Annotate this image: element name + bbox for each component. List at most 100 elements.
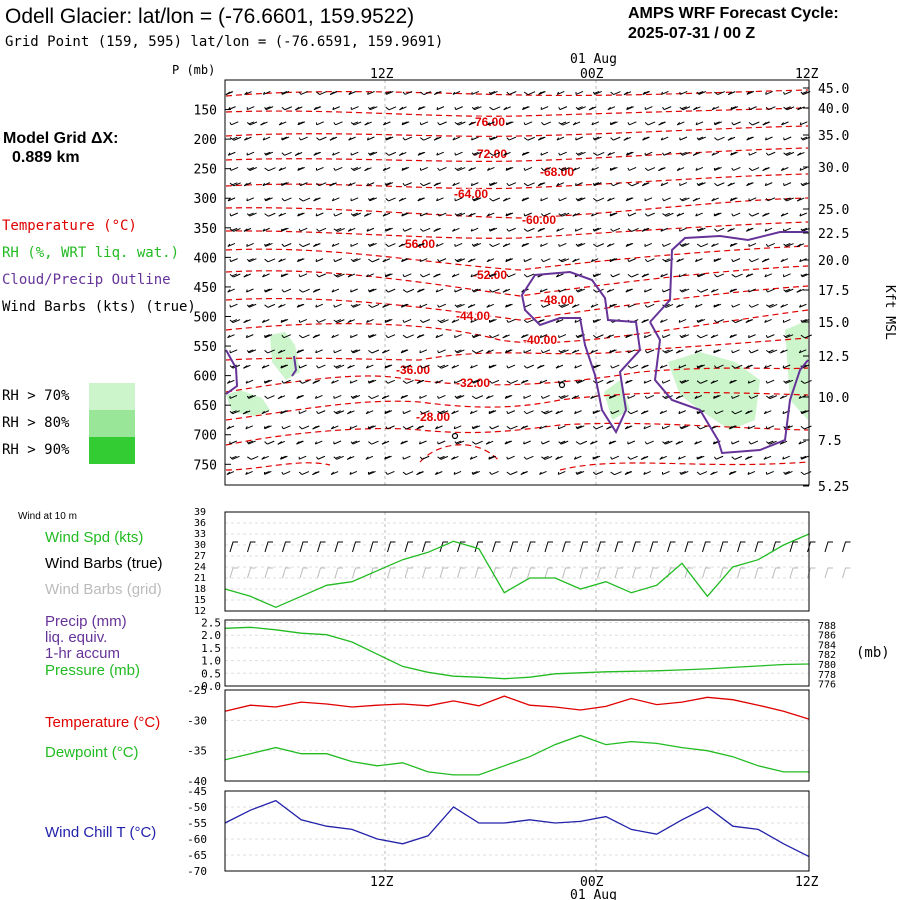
wind-barb-flag [698, 91, 704, 94]
wind-barb-staff [437, 167, 440, 171]
wind-barb [367, 242, 377, 247]
wind-barb-flag [506, 121, 514, 126]
wind-barb-flag [283, 243, 292, 247]
wind-barb-staff [247, 456, 252, 460]
height-tick-label: 17.5 [818, 284, 849, 299]
surface-wind-barb-grid [299, 567, 308, 579]
wind-barb [382, 303, 390, 308]
wind-barb [245, 288, 254, 293]
wind-barb-flag [785, 379, 794, 384]
wind-barb-flag [560, 395, 566, 398]
wind-barb-flag [593, 364, 599, 368]
wind-barb [696, 243, 709, 248]
wind-barb [246, 258, 257, 263]
wind-barb-staff [783, 334, 787, 339]
wind-barb-flag [735, 364, 743, 369]
wind-barb [348, 136, 356, 141]
wind-barb-staff [679, 426, 682, 430]
wind-barb-flag [335, 227, 342, 231]
wind-barb-staff [523, 319, 528, 323]
wind-barb-flag [540, 242, 548, 247]
wind-barb [558, 258, 570, 263]
wind-barb-flag [398, 197, 407, 202]
wind-barb [226, 425, 235, 430]
precip-axis: 0.00.51.01.52.02.5 [201, 617, 221, 693]
wind-barb-flag [439, 166, 447, 171]
wind-barb-flag [406, 288, 415, 293]
grid-point-label: Grid Point (159, 595) lat/lon = (-76.659… [5, 34, 443, 50]
wind-barb-flag [277, 349, 286, 354]
wind-barb [797, 106, 805, 111]
wind-barb [347, 410, 355, 415]
wind-barb-flag [419, 440, 427, 445]
wind-barb [298, 455, 307, 460]
surface-wind-barbs [229, 541, 851, 579]
wind-barb [506, 182, 517, 187]
wind-barb [659, 455, 667, 460]
wind-barb [261, 455, 269, 460]
temperature-contour [225, 444, 809, 471]
wind-barb [575, 379, 585, 384]
wind-barb [416, 334, 425, 339]
wind-barb-flag [697, 364, 703, 368]
wind-barb-flag [280, 455, 287, 459]
temperature-contour [225, 89, 809, 97]
wind-barb [627, 258, 636, 263]
wind-barb-flag [610, 212, 616, 216]
surface-wind-barb-true [474, 541, 483, 553]
wind-barb [486, 303, 494, 308]
wind-barb [798, 349, 807, 354]
wind-barb [419, 455, 430, 460]
wind-barb [557, 470, 566, 475]
wind-barb-flag [404, 136, 413, 141]
wind-barb-flag [700, 243, 709, 248]
wind-barb-flag [717, 91, 725, 96]
wind-barb [489, 334, 500, 339]
wind-barb-flag [572, 121, 581, 126]
wind-barb [454, 349, 465, 354]
wind-barb [642, 136, 650, 141]
wind-barb-flag [401, 303, 409, 308]
wind-barb [592, 227, 602, 232]
wind-barb-flag [596, 334, 604, 339]
wind-barb [454, 242, 463, 247]
wind-barb-staff [558, 350, 562, 354]
precip-tick-label: 0.5 [201, 667, 221, 680]
wind-barb [765, 379, 775, 384]
wind-barb [226, 471, 235, 476]
wind-barb [261, 410, 270, 415]
wind-barb-staff [592, 426, 597, 430]
wind-barb-flag [404, 182, 412, 187]
wind-barb [264, 167, 276, 172]
wind-barb-flag [502, 334, 510, 339]
wind-barb [800, 455, 809, 460]
wind-barb [746, 182, 754, 187]
wind-barb [731, 364, 743, 369]
wind-barb [765, 288, 775, 293]
wind-barb [367, 470, 376, 475]
wind-barb-flag [264, 379, 270, 383]
wind-barb-flag [522, 106, 529, 110]
wind-barb [333, 258, 343, 263]
wind-barb [729, 242, 738, 247]
wind-barb-staff [627, 410, 632, 415]
wind-barb [541, 455, 553, 460]
wind-barb-staff [298, 91, 302, 95]
wind-barb-flag [260, 121, 268, 126]
wind-barb-staff [714, 410, 717, 414]
wind-barb-flag [522, 243, 528, 246]
wind-barb-flag [590, 440, 598, 445]
wind-barb [592, 455, 601, 460]
wind-barb-flag [543, 410, 549, 414]
height-tick-label: 30.0 [818, 161, 849, 176]
wind-barb-flag [631, 227, 639, 232]
wind-barb-staff [367, 198, 371, 202]
wind-barb-flag [470, 410, 478, 415]
surface-wind-barb-grid [369, 567, 378, 579]
wind-barb-flag [280, 455, 288, 460]
wind-barb-flag [505, 258, 513, 263]
wind-barb-flag [746, 364, 753, 368]
pressure-tick-label: 786 [818, 631, 836, 642]
wind-barb-flag [492, 243, 500, 248]
wind-barb [489, 151, 501, 156]
